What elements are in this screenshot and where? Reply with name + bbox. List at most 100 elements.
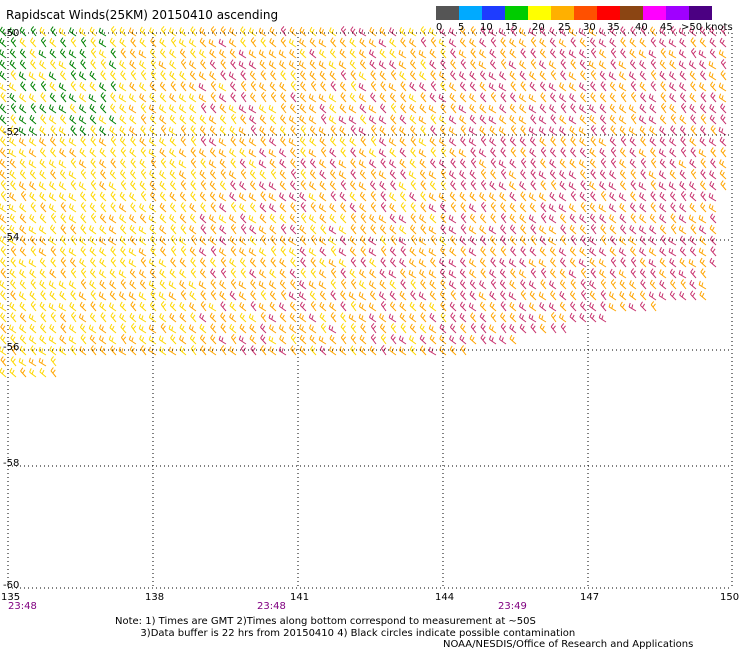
wind-barb <box>488 82 497 92</box>
wind-barb <box>409 82 417 92</box>
wind-barb <box>280 290 287 301</box>
wind-barb <box>299 313 307 323</box>
wind-barb <box>338 115 347 125</box>
wind-barb <box>148 324 157 334</box>
wind-barb <box>90 213 97 224</box>
time-label-1: 23:48 <box>8 601 37 612</box>
wind-barb <box>158 60 167 70</box>
wind-barb <box>410 147 417 158</box>
wind-barb <box>538 126 547 136</box>
wind-barb <box>540 180 547 191</box>
wind-barb <box>280 114 287 125</box>
wind-barb <box>440 246 447 257</box>
wind-barb <box>330 136 337 147</box>
wind-barb <box>50 246 57 257</box>
wind-barb <box>139 60 147 70</box>
wind-barb <box>460 290 467 301</box>
wind-barb <box>129 60 137 70</box>
wind-barb <box>208 137 217 147</box>
wind-barb <box>389 346 397 356</box>
wind-barb <box>419 214 427 224</box>
wind-barb <box>470 59 477 70</box>
wind-barb <box>570 235 577 246</box>
wind-barb <box>339 48 347 59</box>
wind-barb <box>409 313 417 323</box>
wind-barb <box>428 104 437 114</box>
wind-barb <box>29 269 37 279</box>
wind-barb <box>648 49 657 59</box>
note-line-2: 3)Data buffer is 22 hrs from 20150410 4)… <box>115 628 576 639</box>
wind-barb <box>210 246 217 257</box>
wind-barb <box>719 169 727 180</box>
wind-barb <box>318 280 327 290</box>
wind-barb <box>390 257 397 268</box>
wind-barb <box>160 70 167 81</box>
wind-barb <box>179 191 187 202</box>
wind-barb <box>249 169 257 180</box>
wind-barb <box>639 60 647 70</box>
wind-barb <box>340 301 347 312</box>
wind-barb <box>49 268 57 279</box>
wind-barb <box>258 104 267 114</box>
note-line-1: Note: 1) Times are GMT 2)Times along bot… <box>115 616 536 627</box>
wind-barb <box>610 147 617 158</box>
wind-barb <box>610 59 617 70</box>
wind-barb <box>109 169 117 180</box>
wind-barb <box>260 92 267 103</box>
wind-barb <box>99 324 107 334</box>
wind-barb <box>170 257 177 268</box>
wind-barb <box>470 158 477 169</box>
wind-barb <box>639 214 647 224</box>
wind-barb <box>629 291 637 301</box>
wind-barb <box>19 269 27 279</box>
wind-barb <box>269 269 277 279</box>
lat-label-50: -50 <box>3 28 20 39</box>
wind-barb <box>9 302 17 312</box>
wind-barb <box>348 115 357 125</box>
wind-barb <box>10 279 17 290</box>
wind-barb <box>309 324 317 334</box>
wind-barb <box>419 158 427 169</box>
wind-barb <box>480 235 487 246</box>
wind-barb <box>168 324 177 334</box>
wind-barb <box>19 59 27 70</box>
wind-barb <box>238 335 247 345</box>
wind-barb <box>558 192 567 202</box>
wind-barb <box>449 191 457 202</box>
wind-barb <box>159 81 167 92</box>
wind-barb <box>309 137 317 147</box>
wind-barb <box>389 48 397 59</box>
wind-barb <box>410 125 417 136</box>
wind-barb <box>289 224 297 235</box>
wind-barb <box>520 147 527 158</box>
wind-barb <box>478 148 487 158</box>
wind-barb <box>550 268 557 279</box>
wind-barb <box>700 180 707 191</box>
wind-barb <box>400 103 407 114</box>
wind-barb <box>479 125 487 136</box>
wind-barb <box>539 225 547 235</box>
wind-barb <box>379 103 387 114</box>
wind-barb <box>89 103 97 114</box>
wind-barb <box>400 246 407 257</box>
wind-barb <box>8 82 17 92</box>
wind-barb <box>319 192 327 202</box>
wind-barb <box>530 158 537 169</box>
wind-barb <box>279 169 287 180</box>
lat-label-58: -58 <box>3 458 20 469</box>
wind-barb <box>479 70 487 81</box>
wind-barb <box>138 236 147 246</box>
wind-barb <box>590 70 597 81</box>
wind-barb <box>18 291 27 301</box>
wind-barb <box>78 313 87 323</box>
wind-barb <box>98 137 107 147</box>
wind-barb <box>229 148 237 158</box>
wind-barb <box>129 279 137 290</box>
wind-barb <box>588 104 597 114</box>
wind-barb <box>409 38 417 48</box>
wind-barb <box>590 92 597 103</box>
wind-barb <box>338 170 347 180</box>
wind-barb <box>649 236 657 246</box>
wind-barb <box>279 82 287 92</box>
wind-barb <box>620 37 627 48</box>
